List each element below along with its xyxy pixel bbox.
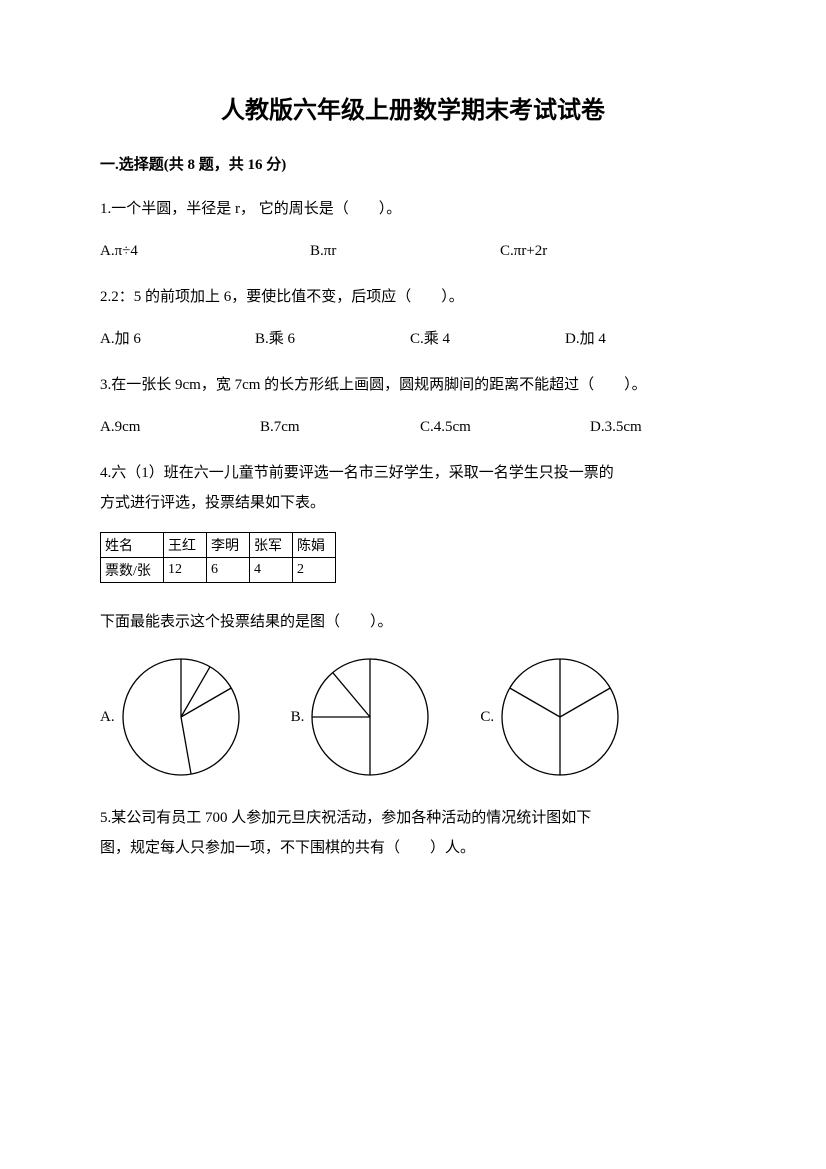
pie-row: A. B. C. — [100, 657, 726, 777]
pie-chart-a — [121, 657, 241, 777]
td-v3: 4 — [250, 558, 293, 583]
td-v2: 6 — [207, 558, 250, 583]
pie-label-b: B. — [291, 709, 305, 726]
table-row: 姓名 王红 李明 张军 陈娟 — [101, 533, 336, 558]
section-header: 一.选择题(共 8 题，共 16 分) — [100, 153, 726, 174]
pie-chart-b — [310, 657, 430, 777]
td-v4: 2 — [293, 558, 336, 583]
q5-text1: 5.某公司有员工 700 人参加元旦庆祝活动，参加各种活动的情况统计图如下 — [100, 803, 726, 833]
q1-text: 1.一个半圆，半径是 r， 它的周长是（ ）。 — [100, 194, 726, 224]
exam-page: 人教版六年级上册数学期末考试试卷 一.选择题(共 8 题，共 16 分) 1.一… — [0, 0, 826, 1169]
q1-optC: C.πr+2r — [500, 236, 547, 266]
td-v1: 12 — [164, 558, 207, 583]
th-wang: 王红 — [164, 533, 207, 558]
pie-label-a: A. — [100, 709, 115, 726]
q1-options: A.π÷4 B.πr C.πr+2r — [100, 236, 726, 266]
q2-options: A.加 6 B.乘 6 C.乘 4 D.加 4 — [100, 324, 726, 354]
td-label: 票数/张 — [101, 558, 164, 583]
q4-text2: 方式进行评选，投票结果如下表。 — [100, 488, 726, 518]
pie-label-c: C. — [480, 709, 494, 726]
q5-text2: 图，规定每人只参加一项，不下围棋的共有（ ）人。 — [100, 833, 726, 863]
vote-table: 姓名 王红 李明 张军 陈娟 票数/张 12 6 4 2 — [100, 532, 336, 583]
pie-item-c: C. — [480, 657, 620, 777]
page-title: 人教版六年级上册数学期末考试试卷 — [100, 90, 726, 125]
q3-optB: B.7cm — [260, 412, 420, 442]
th-li: 李明 — [207, 533, 250, 558]
th-name: 姓名 — [101, 533, 164, 558]
q3-options: A.9cm B.7cm C.4.5cm D.3.5cm — [100, 412, 726, 442]
q4-text3: 下面最能表示这个投票结果的是图（ ）。 — [100, 607, 726, 637]
q1-optA: A.π÷4 — [100, 236, 310, 266]
q2-optB: B.乘 6 — [255, 324, 410, 354]
q1-optB: B.πr — [310, 236, 500, 266]
table-row: 票数/张 12 6 4 2 — [101, 558, 336, 583]
q3-text: 3.在一张长 9cm，宽 7cm 的长方形纸上画圆，圆规两脚间的距离不能超过（ … — [100, 370, 726, 400]
th-zhang: 张军 — [250, 533, 293, 558]
q3-optC: C.4.5cm — [420, 412, 590, 442]
q3-optA: A.9cm — [100, 412, 260, 442]
q2-optA: A.加 6 — [100, 324, 255, 354]
pie-item-b: B. — [291, 657, 431, 777]
q3-optD: D.3.5cm — [590, 412, 642, 442]
q4-text1: 4.六（1）班在六一儿童节前要评选一名市三好学生，采取一名学生只投一票的 — [100, 458, 726, 488]
pie-chart-c — [500, 657, 620, 777]
pie-item-a: A. — [100, 657, 241, 777]
q2-optD: D.加 4 — [565, 324, 606, 354]
q2-text: 2.2：5 的前项加上 6，要使比值不变，后项应（ ）。 — [100, 282, 726, 312]
th-chen: 陈娟 — [293, 533, 336, 558]
q2-optC: C.乘 4 — [410, 324, 565, 354]
